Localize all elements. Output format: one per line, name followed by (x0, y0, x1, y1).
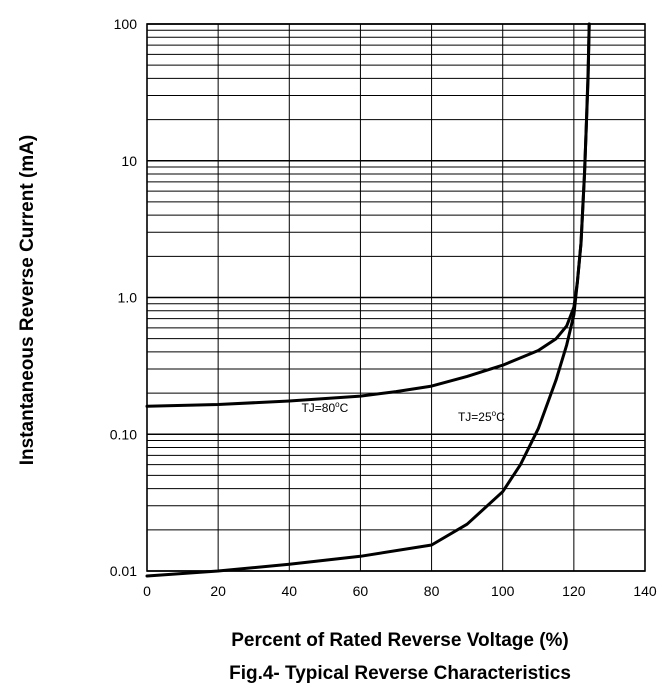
series-group (145, 22, 591, 578)
y-tick-label: 1.0 (118, 290, 138, 306)
x-tick-label: 80 (424, 583, 440, 599)
x-tick-label: 100 (491, 583, 515, 599)
plot-frame (146, 23, 646, 572)
x-tick-label: 0 (143, 583, 151, 599)
x-tick-label: 120 (562, 583, 586, 599)
grid (146, 23, 646, 572)
series-line-2 (145, 22, 591, 578)
y-axis-title: Instantaneous Reverse Current (mA) (17, 135, 38, 465)
x-axis-title: Percent of Rated Reverse Voltage (%) (231, 630, 569, 651)
y-tick-label: 0.10 (110, 426, 137, 442)
annotations: TJ=80oC TJ=25oC (301, 400, 505, 424)
y-tick-label: 0.01 (110, 563, 137, 579)
x-tick-label: 140 (633, 583, 657, 599)
tick-labels: 0 20 40 60 80 100 120 140 0.01 0.10 1.0 10 100 (110, 16, 657, 599)
curve-annotation: TJ=25oC (458, 409, 505, 424)
y-tick-label: 10 (121, 153, 137, 169)
x-tick-label: 40 (281, 583, 297, 599)
curve-annotation: TJ=80oC (301, 400, 348, 415)
y-tick-label: 100 (114, 16, 138, 32)
chart-title: Fig.4- Typical Reverse Characteristics (229, 663, 571, 684)
x-tick-label: 20 (210, 583, 226, 599)
x-tick-label: 60 (353, 583, 369, 599)
